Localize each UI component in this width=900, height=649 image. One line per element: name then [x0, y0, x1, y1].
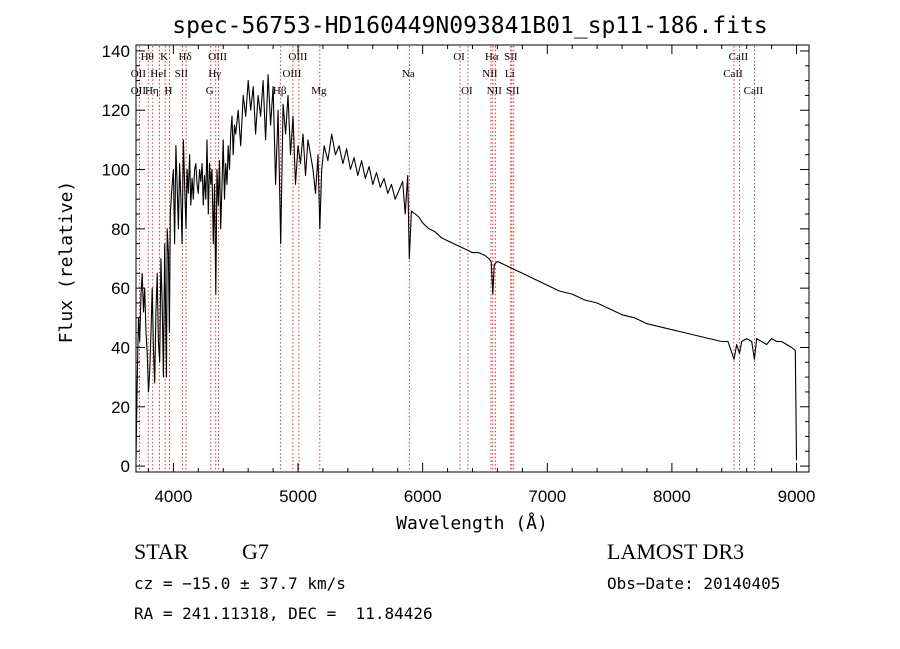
line-marker-label: OI — [461, 85, 473, 97]
object-subclass: G7 — [242, 539, 269, 564]
x-tick-label: 7000 — [528, 487, 566, 506]
object-class: STAR — [134, 539, 189, 564]
line-marker-labels: OIIOIIHθHηHeIKHSIIHδGHγOIIIHβOIIIOIIIMgN… — [131, 51, 764, 97]
x-tick-label: 6000 — [404, 487, 442, 506]
x-tick-label: 9000 — [778, 487, 816, 506]
y-tick-label: 0 — [121, 457, 130, 476]
line-marker-label: CaII — [723, 68, 743, 80]
line-marker-label: HeI — [150, 68, 167, 80]
y-tick-label: 120 — [102, 101, 130, 120]
line-marker-label: G — [206, 85, 214, 97]
y-tick-label: 20 — [111, 398, 130, 417]
observation-date: Obs−Date: 20140405 — [607, 574, 781, 593]
line-marker-label: OII — [131, 68, 147, 80]
y-tick-label: 140 — [102, 42, 130, 61]
line-marker-label: CaII — [744, 85, 764, 97]
x-tick-label: 4000 — [154, 487, 192, 506]
line-marker-label: SII — [506, 85, 520, 97]
line-marker-label: K — [160, 51, 168, 63]
line-marker-label: OIII — [288, 51, 307, 63]
line-marker-label: NII — [487, 85, 503, 97]
line-marker-label: OI — [453, 51, 465, 63]
redshift-velocity: cz = −15.0 ± 37.7 km/s — [134, 574, 346, 593]
line-marker-label: H — [165, 85, 173, 97]
line-marker-label: SII — [504, 51, 518, 63]
line-marker-label: OIII — [282, 68, 301, 80]
line-marker-label: Hγ — [208, 68, 221, 80]
x-axis-ticks: 4000 5000 6000 7000 8000 9000 — [147, 45, 816, 506]
coordinates: RA = 241.11318, DEC = 11.84426 — [134, 604, 433, 623]
line-markers — [138, 46, 755, 471]
survey-name: LAMOST DR3 — [607, 539, 745, 564]
line-marker-label: Hα — [485, 51, 499, 63]
line-marker-label: Hβ — [273, 85, 287, 97]
y-tick-label: 100 — [102, 161, 130, 180]
y-tick-label: 40 — [111, 338, 130, 357]
y-axis-ticks: 0 20 40 60 80 100 120 140 — [102, 42, 809, 476]
x-tick-label: 5000 — [279, 487, 317, 506]
line-marker-label: Hθ — [141, 51, 154, 63]
line-marker-label: Na — [402, 68, 415, 80]
line-marker-label: CaII — [729, 51, 749, 63]
line-marker-label: Hη — [145, 85, 159, 97]
line-marker-label: Mg — [311, 85, 327, 97]
line-marker-label: OIII — [208, 51, 227, 63]
chart-title: spec-56753-HD160449N093841B01_sp11-186.f… — [172, 13, 767, 39]
y-tick-label: 60 — [111, 279, 130, 298]
line-marker-label: NII — [482, 68, 498, 80]
line-marker-label: OII — [131, 85, 147, 97]
line-marker-label: Hδ — [179, 51, 192, 63]
y-axis-label: Flux (relative) — [56, 181, 77, 344]
y-tick-label: 80 — [111, 220, 130, 239]
line-marker-label: Li — [505, 68, 515, 80]
plot-frame — [135, 44, 810, 473]
spectrum-line — [135, 74, 798, 461]
x-axis-label: Wavelength (Å) — [396, 512, 548, 534]
line-marker-label: SII — [175, 68, 189, 80]
x-tick-label: 8000 — [653, 487, 691, 506]
